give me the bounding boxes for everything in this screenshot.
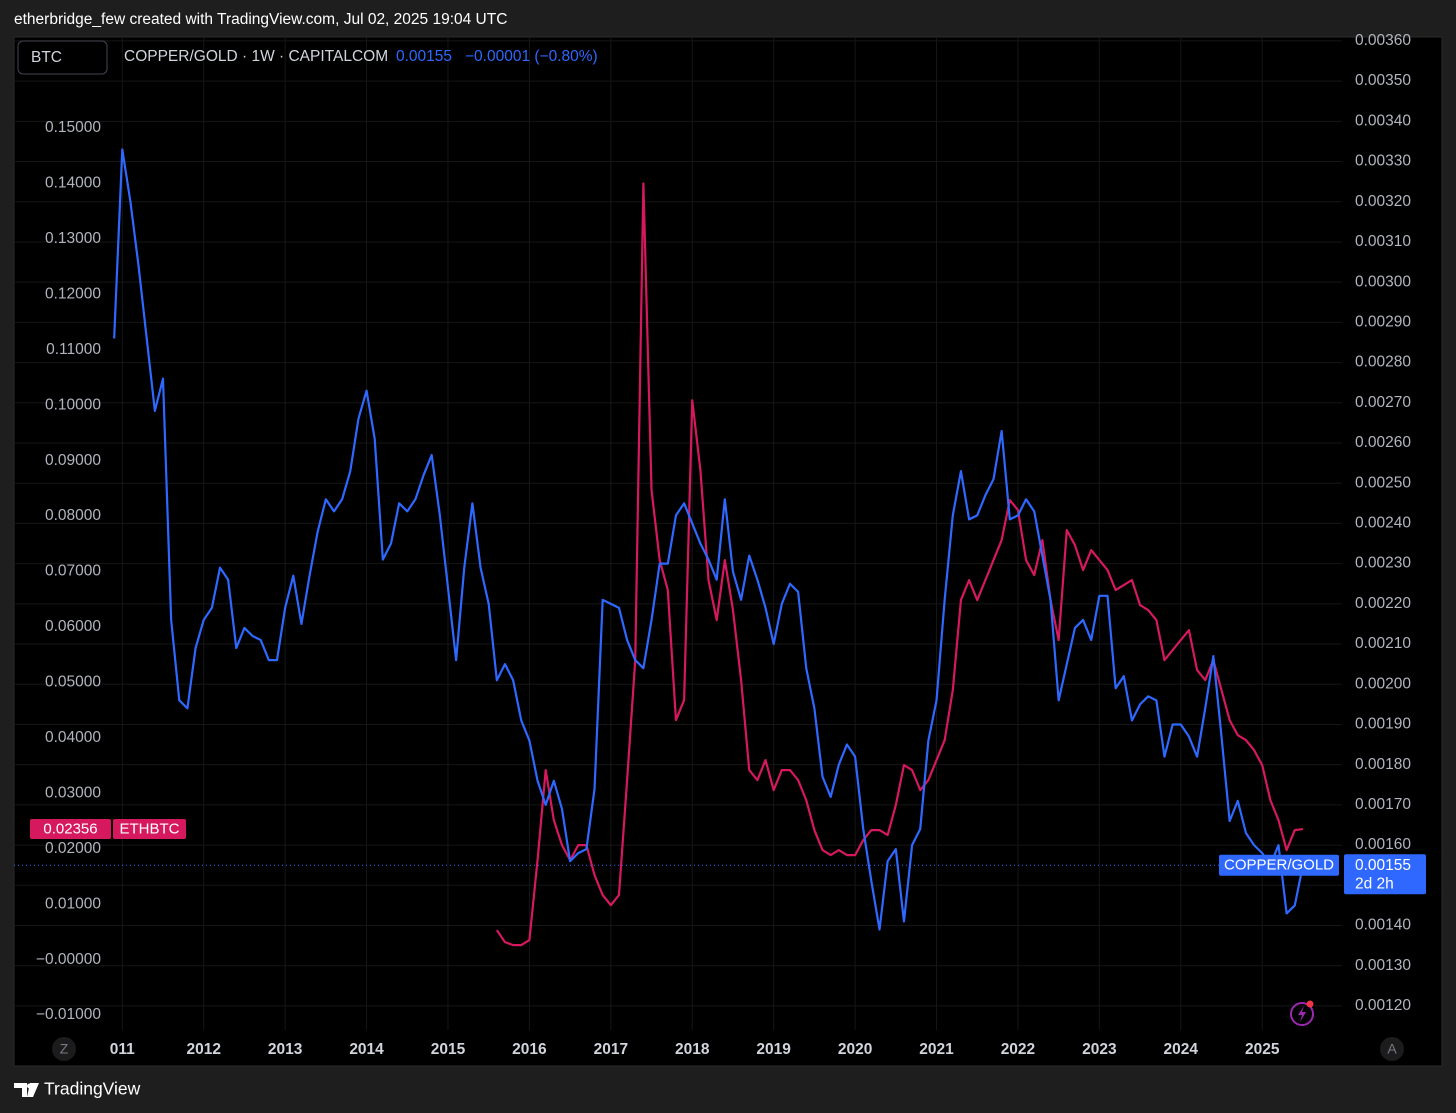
- x-tick-label: 2019: [756, 1041, 791, 1058]
- legend-symbol: COPPER/GOLD · 1W · CAPITALCOM: [124, 48, 388, 65]
- y-tick-label: 0.01000: [45, 895, 101, 912]
- x-tick-label: 2025: [1245, 1041, 1280, 1058]
- last-value-tag: [30, 819, 111, 840]
- series-line: [113, 148, 1304, 931]
- y2-tick-label: 0.00270: [1355, 394, 1411, 411]
- y2-tick-label: 0.00130: [1355, 957, 1411, 974]
- alert-dot[interactable]: [1306, 1000, 1314, 1008]
- y2-tick-label: 0.00200: [1355, 675, 1411, 692]
- y2-tick-label: 0.00220: [1355, 595, 1411, 612]
- y2-tick-label: 0.00180: [1355, 756, 1411, 773]
- x-tick-label: 2012: [186, 1041, 220, 1058]
- y2-tick-label: 0.00330: [1355, 153, 1411, 170]
- last-value-label: 0.00155: [1355, 857, 1411, 874]
- y2-tick-label: 0.00280: [1355, 354, 1411, 371]
- y2-tick-label: 0.00340: [1355, 112, 1411, 129]
- y2-tick-label: 0.00260: [1355, 434, 1411, 451]
- y-tick-label: 0.09000: [45, 452, 101, 469]
- chart-panel: [13, 36, 1443, 1067]
- x-tick-label: 2023: [1082, 1041, 1117, 1058]
- y-tick-label: 0.10000: [45, 396, 101, 413]
- last-value-tag: [1344, 854, 1426, 895]
- y2-tick-label: 0.00140: [1355, 917, 1411, 934]
- x-tick-label: 2018: [675, 1041, 710, 1058]
- y-tick-label: 0.03000: [45, 784, 101, 801]
- x-tick-label: 2015: [431, 1041, 466, 1058]
- y-tick-label: 0.13000: [45, 230, 101, 247]
- logo-mark: [14, 1083, 39, 1097]
- series-line: [495, 182, 1304, 947]
- y2-tick-label: 0.00230: [1355, 555, 1411, 572]
- grid: [14, 37, 1342, 1030]
- y2-tick-label: 0.00310: [1355, 233, 1411, 250]
- legend-price: 0.00155: [396, 48, 452, 65]
- footer-logo: [14, 1083, 39, 1097]
- plot: [113, 148, 1304, 947]
- y-tick-label: 0.15000: [45, 119, 101, 136]
- y-tick-label: 0.06000: [45, 618, 101, 635]
- y-tick-label: 0.12000: [45, 285, 101, 302]
- y2-tick-label: 0.00190: [1355, 716, 1411, 733]
- legend-change: −0.00001 (−0.80%): [465, 48, 598, 65]
- countdown-label: 2d 2h: [1355, 875, 1394, 892]
- x-tick-label: 2021: [919, 1041, 954, 1058]
- y2-tick-label: 0.00300: [1355, 273, 1411, 290]
- y-tick-label: 0.11000: [46, 341, 101, 358]
- zoom-button[interactable]: [52, 1037, 76, 1061]
- x-tick-label: 2024: [1164, 1041, 1199, 1058]
- y2-tick-label: 0.00160: [1355, 836, 1411, 853]
- series-name-label: ETHBTC: [120, 821, 180, 838]
- x-tick-label: 011: [110, 1041, 135, 1058]
- logo-dot: [27, 1083, 32, 1089]
- y-tick-label: −0.01000: [36, 1006, 101, 1023]
- y2-tick-label: 0.00320: [1355, 193, 1411, 210]
- y2-tick-label: 0.00120: [1355, 997, 1411, 1014]
- auto-button-label[interactable]: A: [1387, 1041, 1397, 1057]
- y-tick-label: 0.02000: [45, 840, 101, 857]
- alert-icon[interactable]: [1290, 1000, 1314, 1026]
- y-tick-label: −0.00000: [36, 951, 101, 968]
- y2-tick-label: 0.00240: [1355, 515, 1411, 532]
- y2-tick-label: 0.00170: [1355, 796, 1411, 813]
- x-tick-label: 2022: [1001, 1041, 1035, 1058]
- x-tick-label: 2020: [838, 1041, 872, 1058]
- alert-ring[interactable]: [1290, 1002, 1314, 1026]
- attribution: etherbridge_few created with TradingView…: [14, 11, 507, 28]
- footer-brand: TradingView: [44, 1079, 141, 1099]
- series-name-tag: [1219, 854, 1339, 876]
- y2-tick-label: 0.00250: [1355, 474, 1411, 491]
- x-tick-label: 2017: [594, 1041, 628, 1058]
- alert-bolt[interactable]: [1298, 1006, 1306, 1022]
- zoom-button-label[interactable]: Z: [60, 1041, 69, 1057]
- y2-tick-label: 0.00290: [1355, 313, 1411, 330]
- y2-tick-label: 0.00210: [1355, 635, 1411, 652]
- x-tick-label: 2013: [268, 1041, 303, 1058]
- x-tick-label: 2014: [349, 1041, 384, 1058]
- last-value-label: 0.02356: [43, 821, 97, 838]
- symbol-search[interactable]: BTC: [31, 49, 62, 66]
- symbol-box[interactable]: [17, 40, 108, 75]
- y2-tick-label: 0.00350: [1355, 72, 1411, 89]
- y-tick-label: 0.05000: [45, 674, 101, 691]
- y2-tick-label: 0.00360: [1355, 32, 1411, 49]
- auto-button[interactable]: [1380, 1037, 1404, 1061]
- series-name-label: COPPER/GOLD: [1224, 857, 1334, 874]
- y-tick-label: 0.14000: [45, 175, 101, 192]
- x-tick-label: 2016: [512, 1041, 547, 1058]
- y-tick-label: 0.08000: [45, 507, 101, 524]
- y-tick-label: 0.04000: [45, 729, 101, 746]
- series-name-tag: [113, 819, 186, 840]
- y-tick-label: 0.07000: [45, 563, 101, 580]
